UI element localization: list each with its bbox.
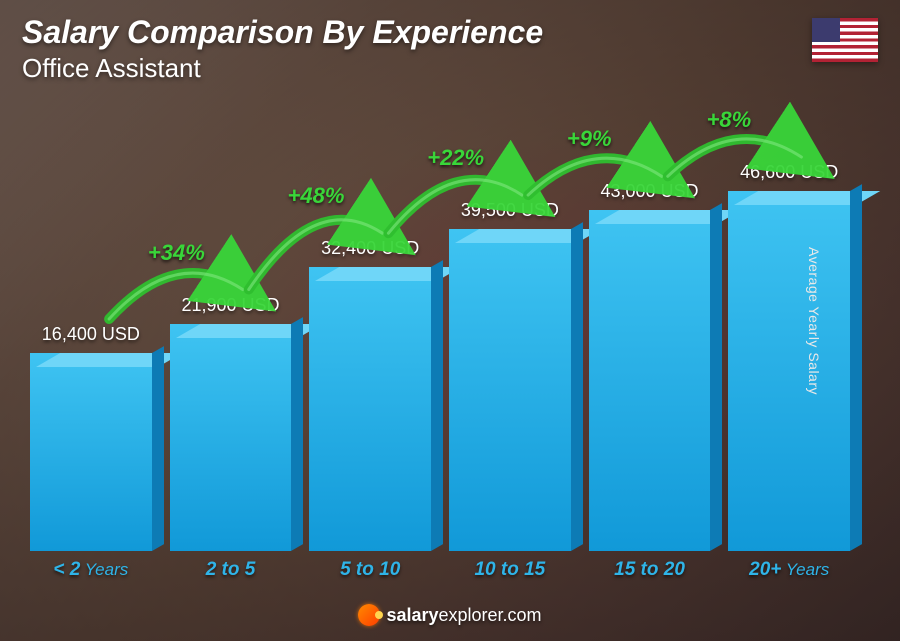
bar-slot: 46,600 USD20+ Years bbox=[728, 162, 850, 551]
chart-subtitle: Office Assistant bbox=[22, 53, 878, 84]
bar-value-label: 16,400 USD bbox=[42, 324, 140, 345]
bar bbox=[449, 229, 571, 551]
growth-pct-label: +34% bbox=[148, 240, 205, 266]
bar bbox=[309, 267, 431, 551]
growth-pct-label: +48% bbox=[288, 183, 345, 209]
bar-value-label: 39,500 USD bbox=[461, 200, 559, 221]
y-axis-label: Average Yearly Salary bbox=[806, 247, 822, 395]
brand-logo: salaryexplorer.com bbox=[358, 604, 541, 626]
chart-area: 16,400 USD< 2 Years21,900 USD2 to 532,40… bbox=[30, 100, 850, 581]
bar bbox=[170, 324, 292, 551]
bar-slot: 39,500 USD10 to 15 bbox=[449, 200, 571, 551]
brand-name-bold: salary bbox=[386, 605, 438, 625]
bar-category-label: 20+ Years bbox=[704, 559, 874, 581]
brand-name-rest: explorer.com bbox=[439, 605, 542, 625]
chart-title: Salary Comparison By Experience bbox=[22, 14, 878, 51]
bar-slot: 16,400 USD< 2 Years bbox=[30, 324, 152, 551]
bar-value-label: 46,600 USD bbox=[740, 162, 838, 183]
growth-pct-label: +9% bbox=[567, 126, 612, 152]
growth-pct-label: +22% bbox=[427, 145, 484, 171]
growth-pct-label: +8% bbox=[707, 107, 752, 133]
bar-value-label: 32,400 USD bbox=[321, 238, 419, 259]
salaryexplorer-icon bbox=[358, 604, 380, 626]
bar-slot: 21,900 USD2 to 5 bbox=[170, 295, 292, 551]
us-flag-icon bbox=[812, 18, 878, 62]
bar-slot: 43,000 USD15 to 20 bbox=[589, 181, 711, 551]
bar bbox=[30, 353, 152, 551]
footer: salaryexplorer.com bbox=[0, 604, 900, 631]
infographic-stage: Salary Comparison By Experience Office A… bbox=[0, 0, 900, 641]
bar bbox=[728, 191, 850, 551]
bar-slot: 32,400 USD5 to 10 bbox=[309, 238, 431, 551]
bar bbox=[589, 210, 711, 551]
bar-value-label: 43,000 USD bbox=[600, 181, 698, 202]
bar-group: 16,400 USD< 2 Years21,900 USD2 to 532,40… bbox=[30, 162, 850, 551]
bar-value-label: 21,900 USD bbox=[181, 295, 279, 316]
header: Salary Comparison By Experience Office A… bbox=[22, 14, 878, 84]
